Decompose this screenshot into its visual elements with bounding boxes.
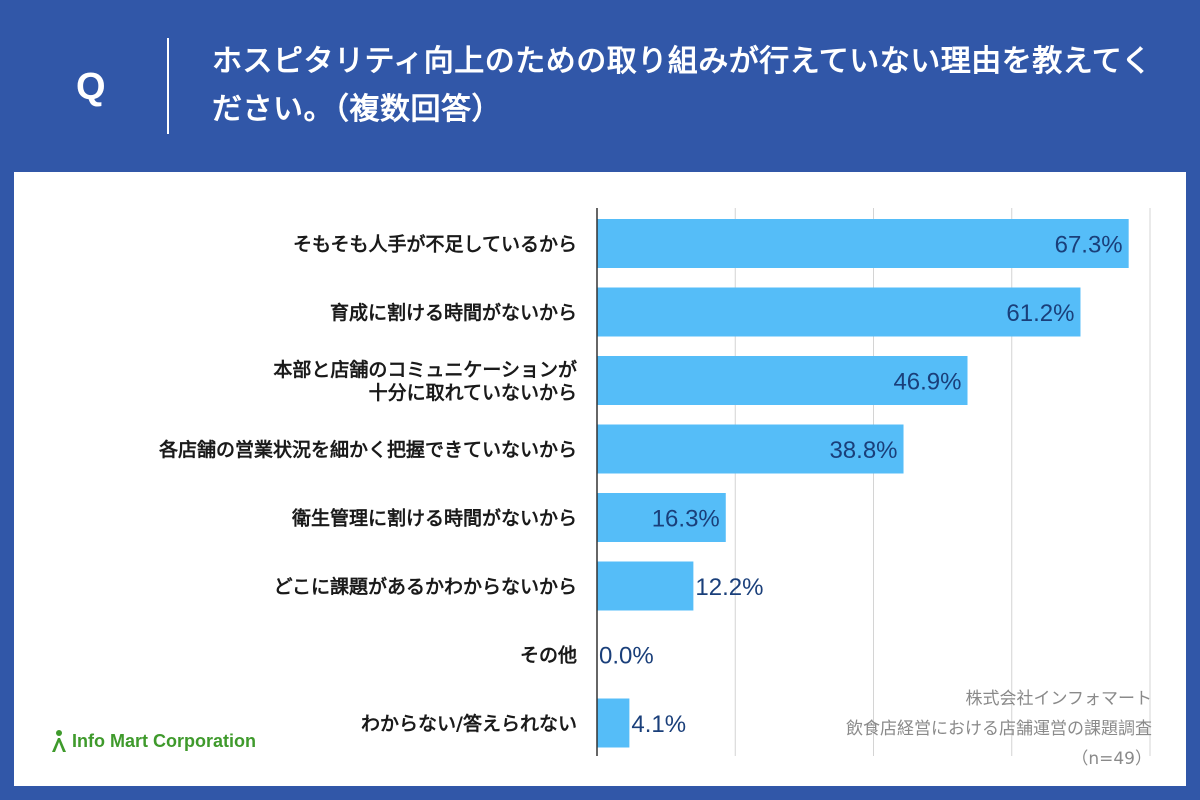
source-note: 株式会社インフォマート 飲食店経営における店舗運営の課題調査 （n=49） bbox=[846, 684, 1152, 774]
question-title: ホスピタリティ向上のための取り組みが行えていない理由を教えてください。（複数回答… bbox=[212, 44, 1152, 127]
value-label-4: 38.8% bbox=[829, 437, 897, 464]
category-label-3: 本部と店舗のコミュニケーションが十分に取れていないから bbox=[273, 358, 577, 404]
bar-2 bbox=[597, 287, 1081, 337]
category-label-1: そもそも人手が不足しているから bbox=[293, 233, 577, 256]
bar-3 bbox=[597, 356, 968, 405]
question-header: Q ホスピタリティ向上のための取り組みが行えていない理由を教えてください。（複数… bbox=[0, 0, 1200, 170]
category-label-2: 育成に割ける時間がないから bbox=[330, 301, 577, 324]
source-sample: （n=49） bbox=[1071, 749, 1152, 769]
category-label-5: 衛生管理に割ける時間がないから bbox=[291, 507, 577, 530]
logo-mark-icon bbox=[52, 730, 66, 752]
value-label-8: 4.1% bbox=[631, 711, 686, 738]
value-label-2: 61.2% bbox=[1006, 300, 1074, 327]
bar-6 bbox=[597, 561, 694, 611]
category-label-4: 各店舗の営業状況を細かく把握できていないから bbox=[158, 438, 577, 461]
value-label-1: 67.3% bbox=[1055, 232, 1123, 259]
value-label-7: 0.0% bbox=[599, 643, 654, 670]
q-mark: Q bbox=[76, 66, 106, 108]
chart-panel: そもそも人手が不足しているから 67.3% 育成に割ける時間がないから 61.2% 本部… bbox=[14, 172, 1186, 786]
bar-chart: そもそも人手が不足しているから 67.3% 育成に割ける時間がないから 61.2% 本部… bbox=[158, 208, 1151, 756]
bar-5 bbox=[597, 493, 726, 542]
header-divider bbox=[167, 38, 169, 134]
value-label-5: 16.3% bbox=[652, 506, 720, 533]
value-label-6: 12.2% bbox=[695, 574, 763, 601]
source-company: 株式会社インフォマート bbox=[965, 689, 1153, 709]
bar-1 bbox=[597, 219, 1129, 268]
value-label-3: 46.9% bbox=[893, 369, 961, 396]
category-label-7: その他 bbox=[520, 644, 577, 667]
bar-4 bbox=[597, 424, 904, 474]
bar-8 bbox=[597, 698, 630, 748]
category-label-8: わからない/答えられない bbox=[361, 712, 577, 735]
source-survey: 飲食店経営における店舗運営の課題調査 bbox=[846, 719, 1152, 739]
company-logo: Info Mart Corporation bbox=[50, 728, 256, 754]
category-label-6: どこに課題があるかわからないから bbox=[274, 575, 577, 598]
logo-text: Info Mart Corporation bbox=[72, 730, 256, 751]
